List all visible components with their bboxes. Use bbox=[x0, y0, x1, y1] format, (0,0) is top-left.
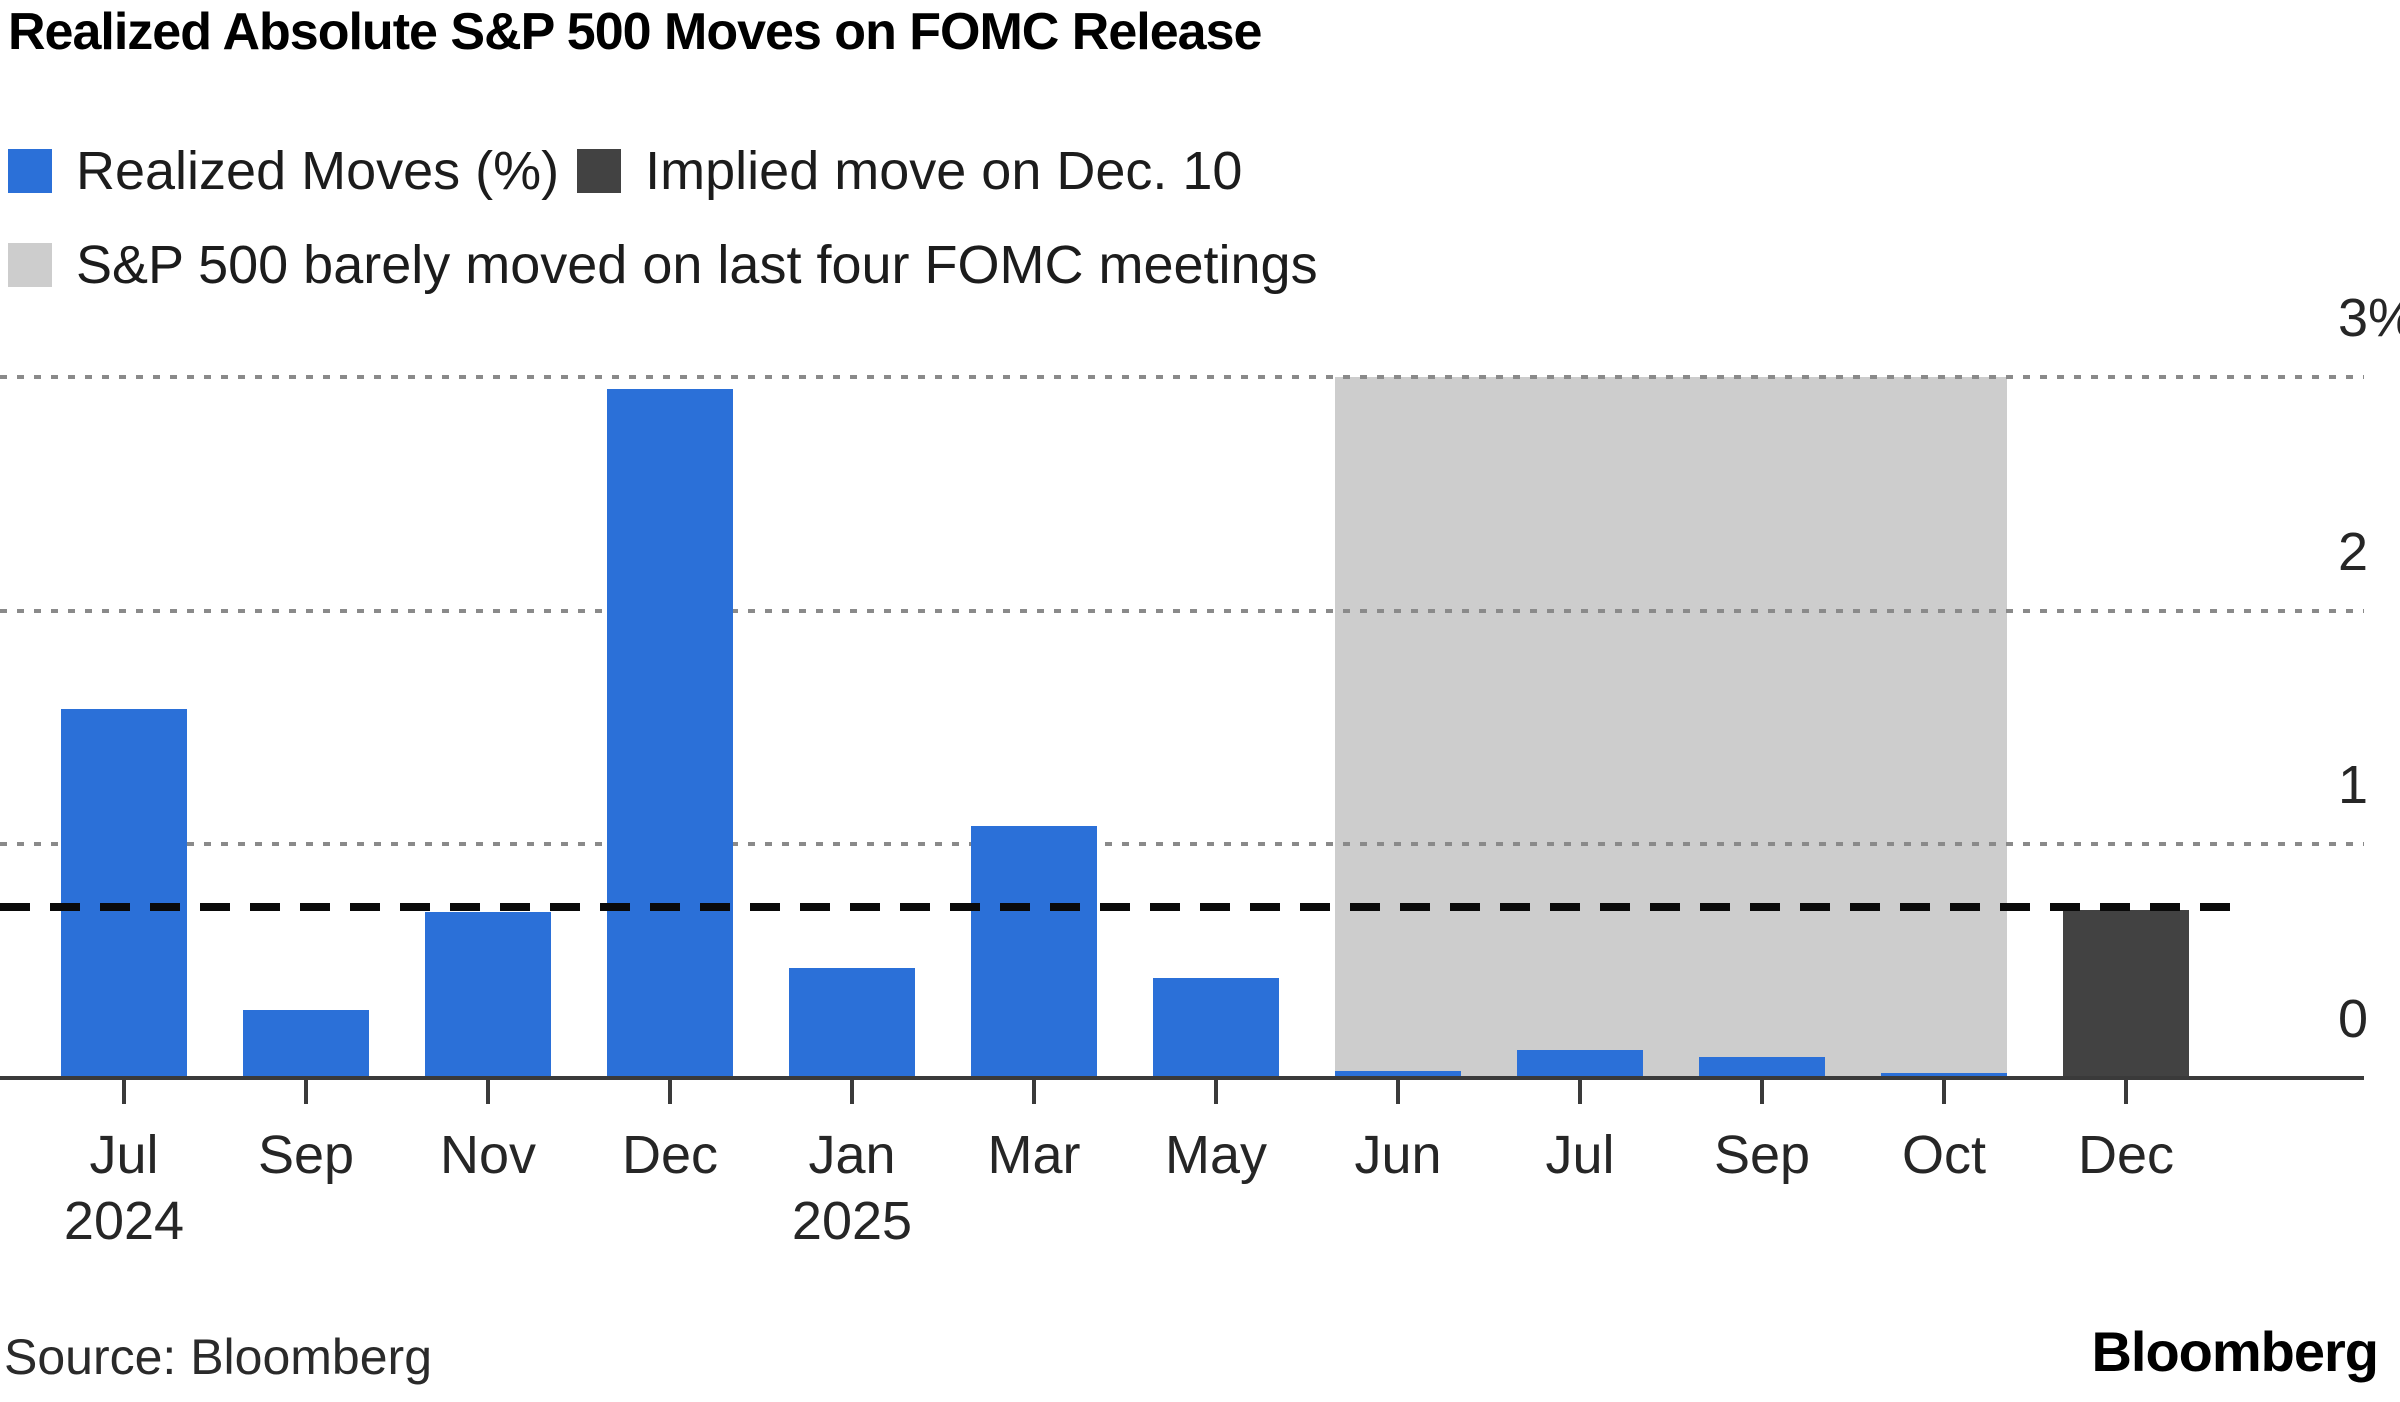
gridline-3 bbox=[0, 374, 2364, 379]
x-tick-dec bbox=[2124, 1078, 2128, 1104]
x-tick-sep bbox=[1760, 1078, 1764, 1104]
legend-item-implied: Implied move on Dec. 10 bbox=[577, 144, 1242, 198]
x-label-dec: Dec bbox=[621, 1125, 719, 1185]
x-label-oct: Oct bbox=[1901, 1125, 1987, 1185]
shaded-region-last-four-fomc bbox=[1335, 376, 2007, 1078]
y-label-value: 2 bbox=[2337, 521, 2368, 582]
gridline-2 bbox=[0, 608, 2364, 613]
percent-sign: % bbox=[2368, 291, 2400, 345]
bar-realized-jan bbox=[789, 968, 915, 1078]
bar-implied-dec bbox=[2063, 909, 2189, 1078]
x-label-jul: Jul 2024 bbox=[63, 1125, 185, 1251]
chart-title: Realized Absolute S&P 500 Moves on FOMC … bbox=[8, 3, 1262, 61]
bar-realized-may bbox=[1153, 977, 1279, 1078]
y-label-value: 3 bbox=[2337, 287, 2368, 348]
x-tick-oct bbox=[1942, 1078, 1946, 1104]
gridline-1 bbox=[0, 842, 2364, 847]
x-label-sep: Sep bbox=[257, 1125, 355, 1185]
legend-item-realized: Realized Moves (%) bbox=[8, 144, 559, 198]
x-axis-line bbox=[0, 1076, 2364, 1080]
x-tick-jul bbox=[1578, 1078, 1582, 1104]
x-label-sep: Sep bbox=[1713, 1125, 1811, 1185]
x-tick-dec bbox=[668, 1078, 672, 1104]
x-label-jan: Jan 2025 bbox=[791, 1125, 913, 1251]
x-label-mar: Mar bbox=[987, 1125, 1081, 1185]
legend-row-bottom: S&P 500 barely moved on last four FOMC m… bbox=[8, 238, 1318, 292]
bar-realized-nov bbox=[425, 912, 551, 1078]
x-label-jun: Jun bbox=[1354, 1125, 1442, 1185]
x-label-dec: Dec bbox=[2077, 1125, 2175, 1185]
realized-moves-swatch-icon bbox=[8, 149, 52, 193]
x-tick-jan bbox=[850, 1078, 854, 1104]
x-tick-jul bbox=[122, 1078, 126, 1104]
bar-realized-mar bbox=[971, 825, 1097, 1078]
x-label-jul: Jul bbox=[1545, 1125, 1615, 1185]
bar-realized-jun bbox=[1335, 1070, 1461, 1078]
bar-realized-sep bbox=[1699, 1056, 1825, 1078]
x-tick-jun bbox=[1396, 1078, 1400, 1104]
y-label-value: 0 bbox=[2337, 989, 2368, 1049]
bar-realized-sep bbox=[243, 1010, 369, 1078]
x-tick-sep bbox=[304, 1078, 308, 1104]
bar-realized-dec bbox=[607, 388, 733, 1078]
implied-move-dashed-line bbox=[0, 903, 2246, 912]
x-label-nov: Nov bbox=[439, 1125, 537, 1185]
bar-realized-oct bbox=[1881, 1073, 2007, 1078]
shaded-region-swatch-icon bbox=[8, 243, 52, 287]
x-label-may: May bbox=[1164, 1125, 1268, 1185]
x-tick-may bbox=[1214, 1078, 1218, 1104]
implied-move-swatch-icon bbox=[577, 149, 622, 193]
x-tick-nov bbox=[486, 1078, 490, 1104]
legend-row-top: Realized Moves (%) Implied move on Dec. … bbox=[8, 144, 1242, 198]
bar-realized-jul bbox=[61, 708, 187, 1078]
legend-label-shaded: S&P 500 barely moved on last four FOMC m… bbox=[76, 235, 1318, 295]
bloomberg-logo: Bloomberg bbox=[2091, 1320, 2379, 1383]
bar-realized-jul bbox=[1517, 1049, 1643, 1078]
legend-item-shaded: S&P 500 barely moved on last four FOMC m… bbox=[8, 238, 1318, 292]
source-note: Source: Bloomberg bbox=[4, 1329, 433, 1385]
legend-label-realized: Realized Moves (%) bbox=[76, 141, 560, 201]
x-tick-mar bbox=[1032, 1078, 1036, 1104]
y-label-value: 1 bbox=[2337, 755, 2368, 816]
legend-label-implied: Implied move on Dec. 10 bbox=[645, 141, 1243, 201]
